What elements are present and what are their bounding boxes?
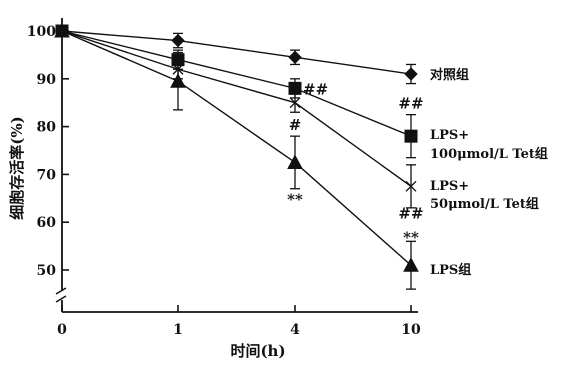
y-axis-break-mark — [55, 295, 67, 303]
series-lines-group — [61, 30, 412, 266]
x-tick-label: 0 — [57, 322, 67, 338]
y-tick-label: 50 — [37, 263, 57, 279]
series-label: 100μmol/L Tet组 — [430, 146, 548, 162]
square-marker — [288, 81, 302, 95]
x-tick-label: 4 — [290, 322, 300, 338]
significance-mark: ## — [398, 205, 423, 223]
square-marker — [171, 53, 185, 67]
series-label: LPS+ — [430, 128, 469, 143]
series-labels-group: 对照组 LPS+ 100μmol/L Tet组 LPS+ 50μmol/L Tet组 LP… — [430, 67, 548, 278]
y-tick-label: 100 — [27, 24, 56, 40]
triangle-marker — [287, 154, 303, 169]
triangle-marker — [54, 22, 70, 38]
y-tick-label: 80 — [37, 120, 57, 136]
y-tick-label: 60 — [37, 215, 57, 231]
significance-mark: # — [289, 116, 302, 134]
series-line — [61, 30, 412, 75]
diamond-marker — [288, 50, 302, 64]
triangle-marker — [170, 73, 186, 88]
significance-mark: ** — [403, 229, 419, 247]
series-label: LPS组 — [430, 262, 471, 278]
series-label: LPS+ — [430, 179, 469, 194]
significance-mark: ## — [303, 80, 328, 98]
x-tick-label: 10 — [401, 322, 421, 338]
significance-mark: ## — [398, 95, 423, 113]
x-axis-title: 时间(h) — [230, 342, 285, 360]
series-line — [61, 30, 412, 137]
series-line — [61, 30, 412, 187]
series-line — [61, 30, 412, 266]
series-label: 对照组 — [430, 67, 469, 83]
y-tick-label: 90 — [37, 72, 57, 88]
markers-group — [54, 22, 419, 272]
y-axis-break-mark — [55, 287, 67, 295]
cross-marker — [172, 63, 184, 75]
x-tick-label: 1 — [173, 322, 183, 338]
cross-marker — [405, 180, 417, 192]
triangle-marker — [403, 257, 419, 272]
y-axis-title: 细胞存活率(%) — [8, 116, 26, 219]
series-label: 50μmol/L Tet组 — [430, 196, 539, 212]
square-marker — [404, 129, 418, 143]
diamond-marker — [404, 67, 418, 81]
annotations-group: ###**####** — [287, 80, 423, 246]
cross-marker — [289, 97, 301, 109]
axes-group: 50 60 70 80 90 100 0 1 4 10 — [27, 18, 421, 338]
error-bars-group — [57, 24, 416, 290]
y-tick-label: 70 — [37, 167, 57, 183]
significance-mark: ** — [287, 190, 303, 208]
diamond-marker — [171, 33, 185, 48]
